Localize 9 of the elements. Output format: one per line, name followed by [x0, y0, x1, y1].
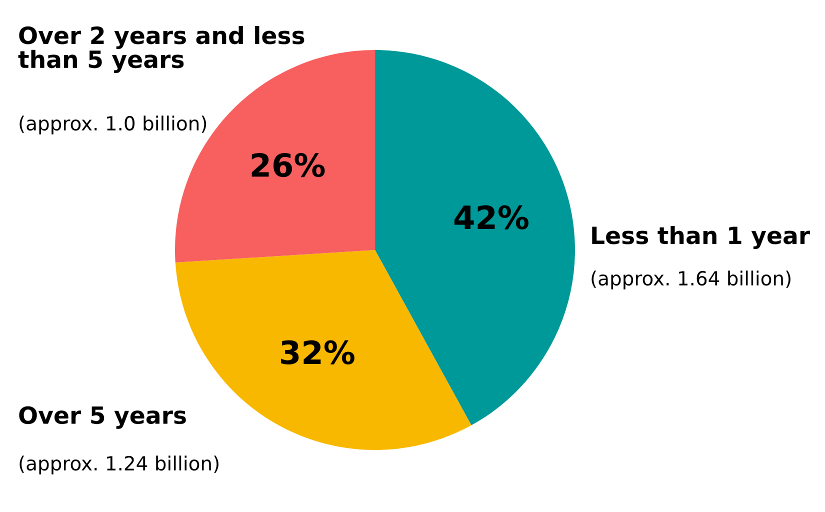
data-label: 26%	[252, 152, 325, 178]
data-label: 42%	[454, 205, 528, 230]
slice-label: Less than 1 year	[592, 226, 810, 250]
slice-label: Over 2 years and less than 5 years	[18, 26, 304, 73]
data-label: 32%	[281, 340, 354, 364]
text: (approx. 1.0 billion)	[20, 116, 206, 134]
text: (approx. 1.64 billion)	[592, 270, 790, 290]
slice-label: Over 5 years	[19, 406, 186, 429]
text: (approx. 1.24 billion)	[20, 456, 218, 474]
